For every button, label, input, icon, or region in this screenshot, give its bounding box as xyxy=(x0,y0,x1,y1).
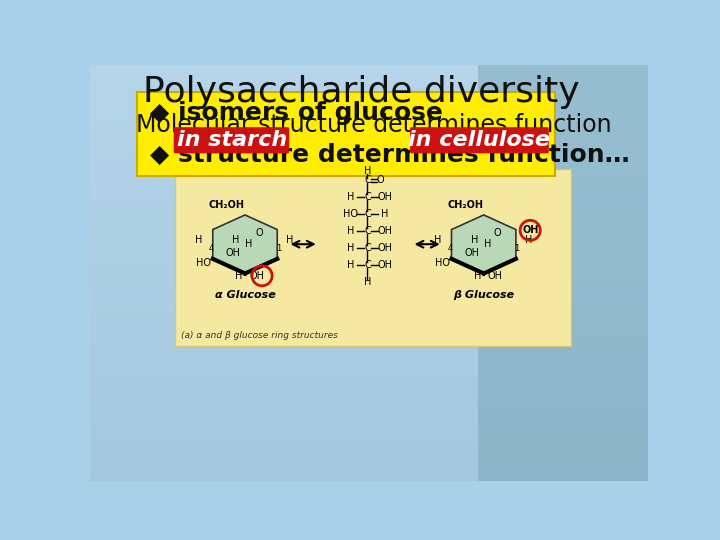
Text: ◆ structure determines function…: ◆ structure determines function… xyxy=(150,143,630,167)
Text: H: H xyxy=(347,260,354,270)
Text: HO: HO xyxy=(343,209,358,219)
Text: H: H xyxy=(347,192,354,202)
Text: H: H xyxy=(347,226,354,236)
Text: Polysaccharide diversity: Polysaccharide diversity xyxy=(143,75,580,109)
Text: OH: OH xyxy=(377,192,392,202)
Text: H: H xyxy=(246,239,253,249)
Text: HO: HO xyxy=(435,259,450,268)
Polygon shape xyxy=(451,215,516,273)
FancyBboxPatch shape xyxy=(410,127,549,153)
Text: C: C xyxy=(364,243,371,253)
Text: 4: 4 xyxy=(209,244,215,253)
Text: C: C xyxy=(364,192,371,202)
Text: in starch: in starch xyxy=(176,130,287,150)
Text: OH: OH xyxy=(464,248,480,259)
Text: CH₂OH: CH₂OH xyxy=(208,200,244,210)
Text: O: O xyxy=(494,228,501,238)
FancyBboxPatch shape xyxy=(174,127,289,153)
Text: in cellulose: in cellulose xyxy=(408,130,550,150)
Text: H: H xyxy=(347,243,354,253)
Text: H: H xyxy=(471,235,478,245)
Text: α Glucose: α Glucose xyxy=(215,290,275,300)
FancyBboxPatch shape xyxy=(137,92,555,177)
Text: H: H xyxy=(525,235,532,245)
Text: HO: HO xyxy=(197,259,212,268)
Text: O: O xyxy=(377,176,384,185)
Text: H: H xyxy=(287,235,294,245)
Text: OH: OH xyxy=(488,271,503,281)
Text: OH: OH xyxy=(377,260,392,270)
Text: H: H xyxy=(195,235,202,245)
Text: 4: 4 xyxy=(448,244,453,253)
Polygon shape xyxy=(477,65,648,481)
Text: OH: OH xyxy=(226,248,241,259)
Text: O: O xyxy=(255,228,263,238)
Text: C: C xyxy=(364,260,371,270)
Text: H: H xyxy=(364,277,371,287)
Text: OH: OH xyxy=(522,225,539,235)
Text: Molecular structure determines function: Molecular structure determines function xyxy=(137,113,612,137)
Text: OH: OH xyxy=(249,271,264,281)
Text: H: H xyxy=(474,271,481,281)
Text: C: C xyxy=(364,226,371,236)
Text: 1: 1 xyxy=(514,244,520,253)
Text: ◆ isomers of glucose: ◆ isomers of glucose xyxy=(150,102,444,125)
Text: OH: OH xyxy=(377,243,392,253)
Text: H: H xyxy=(484,239,491,249)
Polygon shape xyxy=(213,215,277,273)
Text: OH: OH xyxy=(377,226,392,236)
Text: CH₂OH: CH₂OH xyxy=(447,200,483,210)
Text: H: H xyxy=(381,209,388,219)
Text: C: C xyxy=(364,209,371,219)
Text: H: H xyxy=(232,235,239,245)
FancyBboxPatch shape xyxy=(175,168,570,346)
Text: C: C xyxy=(364,176,371,185)
Text: H: H xyxy=(433,235,441,245)
Text: β Glucose: β Glucose xyxy=(453,290,514,300)
Text: (a) α and β glucose ring structures: (a) α and β glucose ring structures xyxy=(181,330,338,340)
Text: H: H xyxy=(364,166,371,176)
Text: H: H xyxy=(235,271,243,281)
Text: 1: 1 xyxy=(276,244,281,253)
